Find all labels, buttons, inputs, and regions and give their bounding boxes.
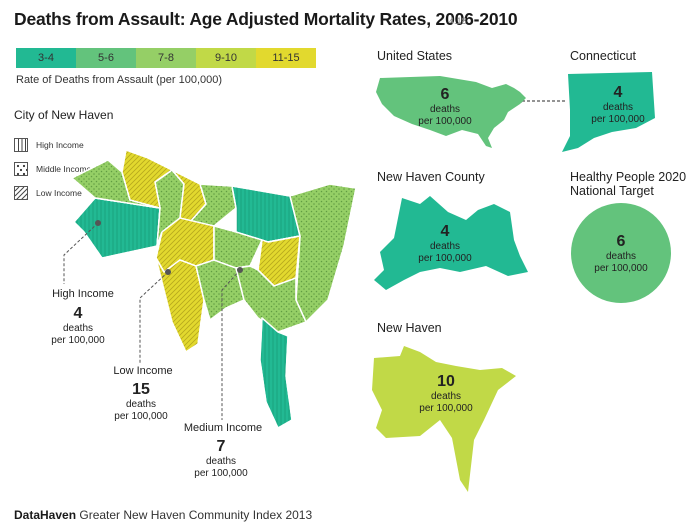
key-label: High Income [36,140,84,150]
unit-per: per 100,000 [51,335,105,346]
panel-title-connecticut: Connecticut [570,49,637,63]
value-new-haven: 10 [437,373,455,390]
income-label-high: High Income [52,288,114,300]
city-title: City of New Haven [14,108,114,122]
unit-per: per 100,000 [418,253,472,264]
panel-title-new-haven-county: New Haven County [377,170,485,184]
unit-label: deaths [602,102,634,113]
panel-title-healthy-people: Healthy People 2020 National Target [570,170,687,198]
panel-title-united-states: United States [377,49,453,63]
income-label-low: Low Income [113,365,173,377]
value-block-new-haven: 10 deaths per 100,000 [411,373,481,415]
unit-label: deaths [605,251,637,262]
key-label: Middle Income [36,164,92,174]
leader-line-high [63,222,99,284]
figure-number: 4.18 [449,16,467,26]
footer-brand: DataHaven [14,508,77,522]
unit-label: deaths [62,323,94,334]
unit-per: per 100,000 [419,403,473,414]
unit-per: per 100,000 [194,468,248,479]
unit-label: deaths [429,241,461,252]
legend-bin-5-6: 5-6 [76,48,136,68]
unit-label: deaths [429,104,461,115]
legend-bin-3-4: 3-4 [16,48,76,68]
unit-per: per 100,000 [591,114,645,125]
marker-medium [237,267,243,273]
leader-line-low [139,271,169,364]
marker-high [95,220,101,226]
unit-per: per 100,000 [114,411,168,422]
vertical-hatch-swatch [14,138,28,152]
value-new-haven-county: 4 [440,223,450,240]
leader-line-medium [221,269,241,420]
value-connecticut: 4 [613,84,623,101]
legend-bin-7-8: 7-8 [136,48,196,68]
map-healthy-people-target [571,203,671,303]
income-value-block-high: 4 deaths per 100,000 [33,305,123,347]
map-new-haven-county [374,196,528,290]
footer-text: Greater New Haven Community Index 2013 [79,508,313,522]
income-value-block-medium: 7 deaths per 100,000 [176,438,266,480]
key-middle-income: Middle Income [14,162,91,176]
income-value-low: 15 [132,381,150,398]
map-united-states [376,76,526,148]
panel-title-new-haven: New Haven [377,321,442,335]
map-new-haven [372,346,516,492]
unit-label: deaths [205,456,237,467]
key-low-income: Low Income [14,186,82,200]
unit-label: deaths [125,399,157,410]
value-block-new-haven-county: 4 deaths per 100,000 [410,223,480,265]
legend-bin-11-15: 11-15 [256,48,316,68]
legend-bin-9-10: 9-10 [196,48,256,68]
chart-title: Deaths from Assault: Age Adjusted Mortal… [14,9,518,29]
footer: DataHaven Greater New Haven Community In… [14,508,312,522]
income-label-medium: Medium Income [183,422,263,434]
map-connecticut [562,72,655,152]
unit-per: per 100,000 [594,263,648,274]
marker-low [165,269,171,275]
income-value-high: 4 [73,305,83,322]
legend-caption: Rate of Deaths from Assault (per 100,000… [16,74,223,86]
unit-per: per 100,000 [418,116,472,127]
dot-pattern-swatch [14,162,28,176]
income-value-block-low: 15 deaths per 100,000 [96,381,186,423]
value-united-states: 6 [440,86,450,103]
value-healthy-people: 6 [616,233,626,250]
diagonal-hatch-swatch [14,186,28,200]
value-block-united-states: 6 deaths per 100,000 [410,86,480,128]
key-label: Low Income [36,188,82,198]
value-block-healthy-people: 6 deaths per 100,000 [586,233,656,275]
value-block-connecticut: 4 deaths per 100,000 [583,84,653,126]
key-high-income: High Income [14,138,84,152]
unit-label: deaths [430,391,462,402]
income-value-medium: 7 [216,438,226,455]
